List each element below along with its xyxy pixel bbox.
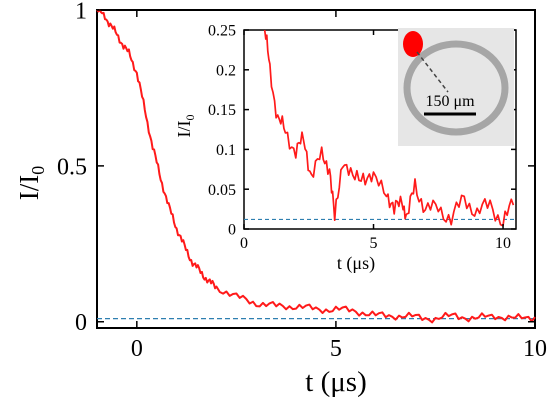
inset-series-line [263,29,515,227]
laser-spot-marker [403,31,423,57]
inset-y-tick-label: 0.05 [208,182,236,199]
main-x-tick-label: 10 [523,336,547,362]
main-x-tick-label: 5 [330,336,342,362]
main-chart: 0 5 10 00.51 t (μs) I/I0 [14,0,547,398]
ring-micrograph: 150 μm [398,28,514,146]
main-x-tick-label: 0 [131,336,143,362]
inset-x-tick-label: 5 [370,235,378,252]
main-y-axis-label: I/I0 [14,166,48,200]
main-plot-frame [96,9,536,329]
scale-bar-label: 150 μm [425,93,475,110]
inset-x-tick-label: 0 [240,235,248,252]
inset-y-tick-label: 0.15 [208,102,236,119]
main-y-tick-label: 0.5 [57,154,87,180]
main-series-line [96,9,536,324]
inset-y-axis-label: I/I0 [174,115,197,138]
inset-chart: 0 5 10 0 0.05 0.1 0.15 0.2 0.25 t (μs) I/I0 150… [174,23,517,274]
inset-y-tick-label: 0.2 [216,62,236,79]
ring-image [403,40,509,136]
main-x-axis-label: t (μs) [305,366,366,398]
inset-y-tick-label: 0 [228,222,236,239]
inset-x-tick-label: 10 [495,235,511,252]
main-y-ticks: 00.51 [57,0,535,336]
main-y-tick-label: 1 [75,0,87,24]
inset-plot-frame [243,29,517,230]
inset-y-tick-label: 0.25 [208,23,236,40]
main-y-tick-label: 0 [75,310,87,336]
marker-pointer-line [416,51,449,93]
inset-y-tick-label: 0.1 [216,142,236,159]
inset-x-axis-label: t (μs) [337,253,375,274]
